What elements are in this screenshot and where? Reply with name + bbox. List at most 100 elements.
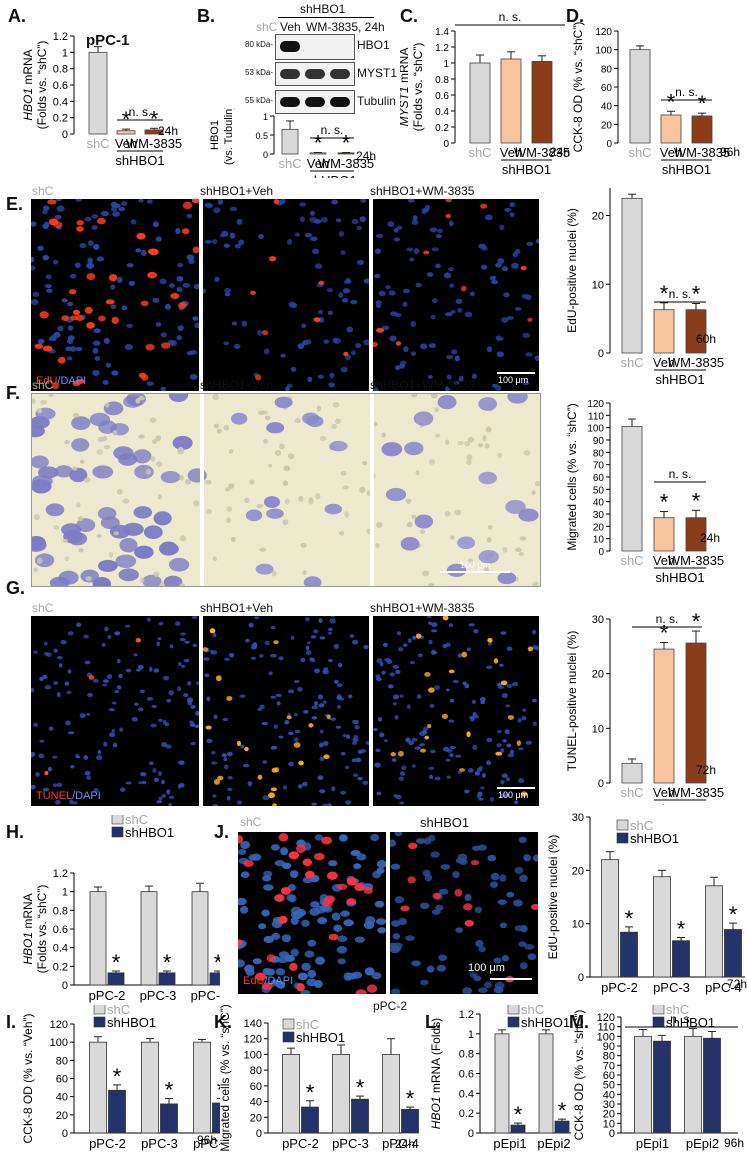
- nucleus: [448, 669, 455, 674]
- nucleus: [342, 485, 350, 490]
- nucleus: [299, 216, 305, 223]
- nucleus: [302, 781, 308, 787]
- nucleus: [351, 758, 357, 763]
- nucleus: [163, 675, 170, 681]
- nucleus: [523, 450, 531, 456]
- nucleus: [47, 199, 57, 205]
- nucleus: [480, 786, 485, 790]
- nucleus: [91, 225, 98, 230]
- nucleus: [104, 626, 109, 632]
- nucleus: [317, 694, 324, 700]
- nucleus: [270, 745, 278, 750]
- bar-shhbo1-ppc-3: [672, 940, 690, 978]
- x-label-veh: Veh: [653, 355, 675, 370]
- nucleus: [313, 853, 325, 861]
- nucleus: [281, 862, 292, 870]
- nucleus: [430, 629, 438, 633]
- nucleus: [289, 962, 298, 972]
- nucleus: [186, 214, 193, 219]
- nucleus: [31, 784, 36, 790]
- nucleus: [223, 764, 229, 770]
- nucleus: [351, 218, 359, 225]
- nucleus: [118, 673, 123, 679]
- nucleus: [72, 380, 81, 387]
- x-label-pepi1: pEpi1: [636, 1136, 669, 1151]
- nucleus: [509, 202, 516, 208]
- nucleus: [35, 771, 40, 777]
- nucleus: [264, 415, 271, 421]
- group-label: shHBO1: [502, 162, 551, 177]
- y-tick-label: 1.2: [53, 868, 68, 880]
- nucleus: [419, 743, 426, 747]
- y-axis-label-2: (vs. Tubulin): [223, 108, 235, 165]
- ns-label: n. s.: [656, 612, 679, 626]
- nucleus: [263, 496, 281, 508]
- nucleus: [101, 436, 108, 442]
- nucleus: [317, 374, 325, 379]
- nucleus: [317, 917, 328, 925]
- nucleus: [352, 737, 359, 743]
- nucleus: [227, 787, 233, 792]
- group-label: shHBO1: [662, 162, 711, 177]
- nucleus: [404, 441, 424, 456]
- nucleus: [330, 616, 335, 618]
- nucleus: [412, 215, 418, 221]
- y-tick-label: 100: [597, 1031, 615, 1043]
- image-title-e-wm: shHBO1+WM-3835: [370, 184, 475, 198]
- nucleus: [532, 721, 537, 726]
- nucleus: [51, 382, 60, 390]
- nucleus: [270, 787, 278, 792]
- nucleus: [181, 664, 186, 668]
- nucleus: [125, 668, 132, 673]
- nucleus: [166, 789, 171, 795]
- nucleus: [229, 206, 238, 212]
- nucleus: [460, 285, 467, 292]
- nucleus: [306, 415, 324, 428]
- nucleus: [311, 802, 318, 806]
- nucleus: [409, 661, 415, 665]
- panel-label-b: B.: [197, 6, 215, 26]
- nucleus: [169, 644, 174, 649]
- nucleus: [527, 317, 533, 322]
- nucleus: [338, 834, 348, 842]
- nucleus: [103, 337, 110, 344]
- nucleus: [343, 351, 349, 356]
- nucleus: [308, 498, 314, 505]
- nucleus: [342, 733, 347, 738]
- nucleus: [411, 960, 421, 967]
- micrograph-migration: [31, 393, 541, 587]
- nucleus: [155, 236, 162, 242]
- nucleus: [512, 899, 523, 907]
- x-label-veh: Veh: [307, 156, 329, 171]
- nucleus: [245, 968, 255, 977]
- nucleus: [138, 781, 144, 785]
- bar-shhbo1-ppc-4: [401, 1109, 419, 1134]
- nucleus: [270, 695, 277, 699]
- nucleus: [177, 325, 184, 331]
- y-tick-label: 1: [62, 887, 68, 899]
- y-axis-label: HBO1 mRNA: [21, 49, 35, 120]
- bar-shc-ppc-4: [193, 1041, 211, 1134]
- nucleus: [500, 680, 508, 686]
- nucleus: [74, 262, 81, 269]
- legend-label-shc: shC: [666, 1005, 689, 1017]
- nucleus: [262, 967, 271, 975]
- nucleus: [497, 730, 502, 734]
- nucleus: [206, 738, 213, 744]
- nucleus: [346, 326, 354, 333]
- x-label-ppc-4: pPC-4: [193, 1136, 220, 1151]
- nucleus: [158, 796, 163, 801]
- legend-swatch-shc: [93, 1005, 106, 1015]
- significance-star: *: [342, 130, 351, 155]
- nucleus: [336, 683, 343, 688]
- y-axis-label: EdU-positive nuclei (%): [546, 835, 560, 960]
- nucleus: [31, 299, 39, 306]
- nucleus: [109, 732, 116, 738]
- nucleus: [464, 789, 470, 794]
- nucleus: [42, 205, 50, 211]
- nucleus: [340, 250, 346, 255]
- nucleus: [105, 402, 110, 408]
- nucleus: [212, 239, 218, 245]
- nucleus: [517, 718, 522, 723]
- nucleus: [424, 735, 429, 740]
